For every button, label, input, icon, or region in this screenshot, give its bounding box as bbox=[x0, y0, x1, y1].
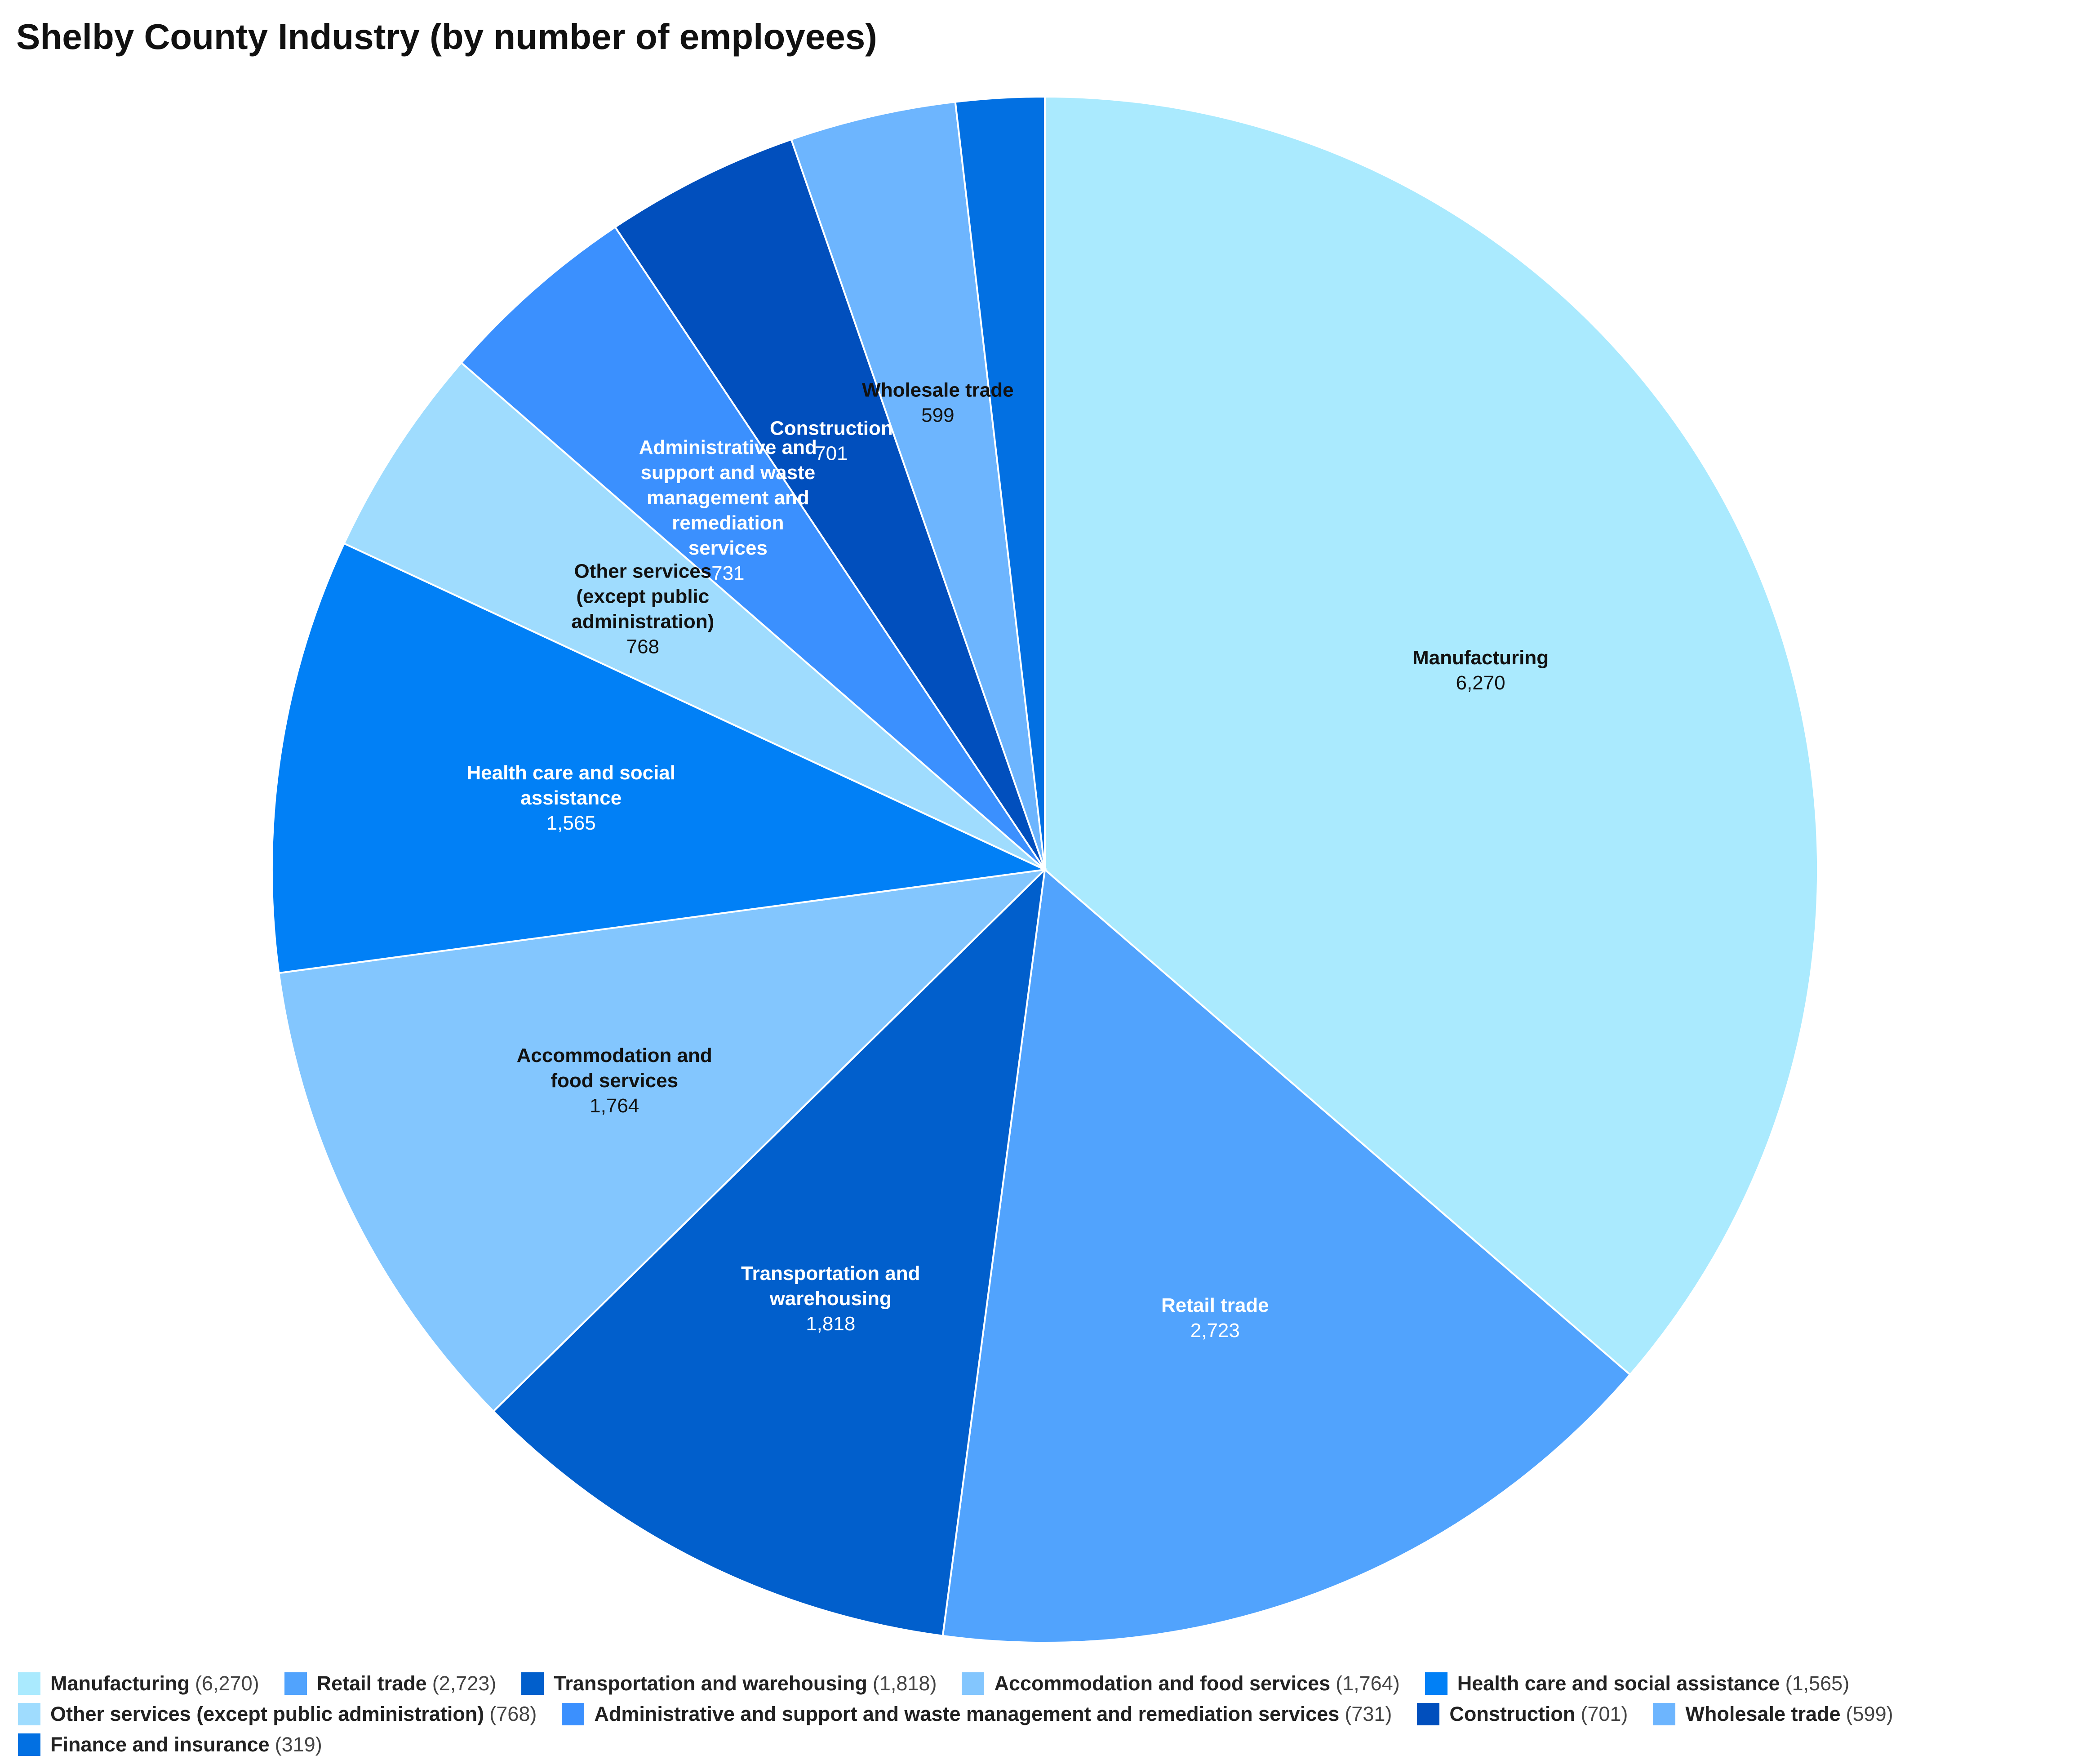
pie-slice-administrative-and-support-and-waste-management-and-remediation-services bbox=[460, 226, 1046, 871]
pie-slice-accommodation-and-food-services bbox=[278, 868, 1048, 1413]
legend-item-health-care-and-social-assistance: Health care and social assistance (1,565) bbox=[1425, 1672, 1849, 1695]
slice-name-line: Manufacturing bbox=[1412, 647, 1549, 669]
legend-item-construction: Construction (701) bbox=[1417, 1702, 1628, 1726]
legend-label: Transportation and warehousing bbox=[554, 1672, 867, 1695]
slice-name-line: Wholesale trade bbox=[862, 379, 1013, 401]
slice-name-line: remediation bbox=[672, 512, 784, 534]
slice-label-health-care-and-social-assistance: Health care and social assistance 1,565 bbox=[466, 762, 675, 834]
legend-value: (6,270) bbox=[195, 1672, 259, 1695]
slice-name-line: food services bbox=[551, 1070, 678, 1092]
pie-slice-construction bbox=[614, 138, 1046, 871]
slice-value-label: 2,723 bbox=[1190, 1320, 1240, 1342]
pie-slice-retail-trade bbox=[941, 868, 1632, 1644]
slice-label-wholesale-trade: Wholesale trade 599 bbox=[862, 379, 1013, 427]
legend-item-finance-and-insurance: Finance and insurance (319) bbox=[18, 1733, 322, 1756]
slice-label-transportation-and-warehousing: Transportation and warehousing 1,818 bbox=[741, 1262, 920, 1335]
slice-name-line: management and bbox=[647, 487, 809, 509]
legend-item-retail-trade: Retail trade (2,723) bbox=[284, 1672, 497, 1695]
slice-name-line: warehousing bbox=[769, 1288, 892, 1310]
pie-slice-other-services-except-public-administration bbox=[342, 361, 1046, 871]
legend-label: Other services (except public administra… bbox=[50, 1702, 484, 1725]
legend-label: Wholesale trade bbox=[1685, 1702, 1841, 1725]
pie-slice-labels: Manufacturing 6,270 Retail trade 2,723 Trans… bbox=[466, 379, 1549, 1342]
legend-swatch bbox=[1417, 1703, 1440, 1725]
slice-label-accommodation-and-food-services: Accommodation and food services 1,764 bbox=[517, 1044, 712, 1117]
slice-label-other-services-except-public-administration: Other services (except public administrati… bbox=[571, 560, 714, 658]
slice-name-line: administration) bbox=[571, 611, 714, 633]
legend-label: Accommodation and food services bbox=[994, 1672, 1331, 1695]
legend-label: Finance and insurance bbox=[50, 1733, 270, 1756]
slice-name-line: Other services bbox=[574, 560, 711, 582]
slice-name-line: assistance bbox=[520, 787, 622, 809]
slice-value-label: 1,764 bbox=[590, 1095, 639, 1117]
legend-swatch bbox=[1653, 1703, 1676, 1725]
slice-name-line: Retail trade bbox=[1161, 1294, 1269, 1316]
legend-label: Manufacturing bbox=[50, 1672, 190, 1695]
legend-item-transportation-and-warehousing: Transportation and warehousing (1,818) bbox=[521, 1672, 937, 1695]
slice-value-label: 768 bbox=[626, 636, 659, 658]
slice-name-line: services bbox=[688, 537, 768, 559]
legend-value: (319) bbox=[275, 1733, 322, 1756]
slice-name-line: Transportation and bbox=[741, 1262, 920, 1284]
legend-label: Health care and social assistance bbox=[1457, 1672, 1780, 1695]
legend-label: Construction bbox=[1449, 1702, 1576, 1725]
legend-swatch bbox=[284, 1672, 307, 1695]
slice-name-line: Administrative and bbox=[639, 436, 817, 458]
legend-label: Administrative and support and waste man… bbox=[594, 1702, 1340, 1725]
legend-swatch bbox=[962, 1672, 985, 1695]
legend-value: (731) bbox=[1345, 1702, 1392, 1725]
legend-value: (599) bbox=[1846, 1702, 1893, 1725]
slice-value-label: 599 bbox=[921, 404, 954, 427]
legend-item-accommodation-and-food-services: Accommodation and food services (1,764) bbox=[962, 1672, 1400, 1695]
pie-slice-manufacturing bbox=[1044, 95, 1819, 1376]
slice-name-line: Construction bbox=[770, 417, 893, 439]
chart-title: Shelby County Industry (by number of emp… bbox=[16, 17, 877, 57]
legend-swatch bbox=[1425, 1672, 1447, 1695]
slice-value-label: 701 bbox=[815, 442, 848, 464]
legend-value: (1,565) bbox=[1785, 1672, 1850, 1695]
legend-value: (701) bbox=[1581, 1702, 1628, 1725]
pie-slice-finance-and-insurance bbox=[954, 95, 1046, 870]
legend-value: (2,723) bbox=[432, 1672, 497, 1695]
pie-slice-transportation-and-warehousing bbox=[492, 867, 1046, 1637]
pie-slice-health-care-and-social-assistance bbox=[271, 542, 1048, 974]
legend-swatch bbox=[18, 1703, 40, 1725]
pie-chart: Manufacturing 6,270 Retail trade 2,723 Trans… bbox=[271, 95, 1819, 1644]
slice-value-label: 1,565 bbox=[546, 812, 596, 834]
legend-item-other-services-except-public-administration: Other services (except public administra… bbox=[18, 1702, 537, 1726]
slice-name-line: Accommodation and bbox=[517, 1044, 712, 1066]
legend-value: (768) bbox=[489, 1702, 537, 1725]
slice-name-line: (except public bbox=[576, 586, 709, 608]
pie-slices bbox=[271, 95, 1819, 1644]
slice-label-administrative-and-support-and-waste-management-and-remediation-services: Administrative and support and waste manag… bbox=[639, 436, 817, 584]
legend-label: Retail trade bbox=[316, 1672, 427, 1695]
legend-swatch bbox=[521, 1672, 544, 1695]
legend-swatch bbox=[18, 1672, 40, 1695]
slice-value-label: 1,818 bbox=[806, 1313, 855, 1335]
legend-item-wholesale-trade: Wholesale trade (599) bbox=[1653, 1702, 1893, 1726]
slice-name-line: support and waste bbox=[640, 462, 815, 484]
slice-value-label: 6,270 bbox=[1456, 672, 1505, 694]
slice-name-line: Health care and social bbox=[466, 762, 675, 784]
legend-swatch bbox=[18, 1733, 40, 1756]
slice-value-label: 731 bbox=[711, 562, 744, 584]
legend-value: (1,818) bbox=[872, 1672, 937, 1695]
slice-label-construction: Construction 701 bbox=[770, 417, 893, 464]
legend: Manufacturing (6,270) Retail trade (2,723) T… bbox=[18, 1672, 2058, 1756]
legend-swatch bbox=[562, 1703, 585, 1725]
legend-item-administrative-and-support-and-waste-management-and-remediation-services: Administrative and support and waste man… bbox=[562, 1702, 1392, 1726]
slice-label-retail-trade: Retail trade 2,723 bbox=[1161, 1294, 1269, 1342]
legend-item-manufacturing: Manufacturing (6,270) bbox=[18, 1672, 259, 1695]
legend-value: (1,764) bbox=[1336, 1672, 1400, 1695]
pie-slice-wholesale-trade bbox=[790, 101, 1046, 870]
slice-label-manufacturing: Manufacturing 6,270 bbox=[1412, 647, 1549, 694]
